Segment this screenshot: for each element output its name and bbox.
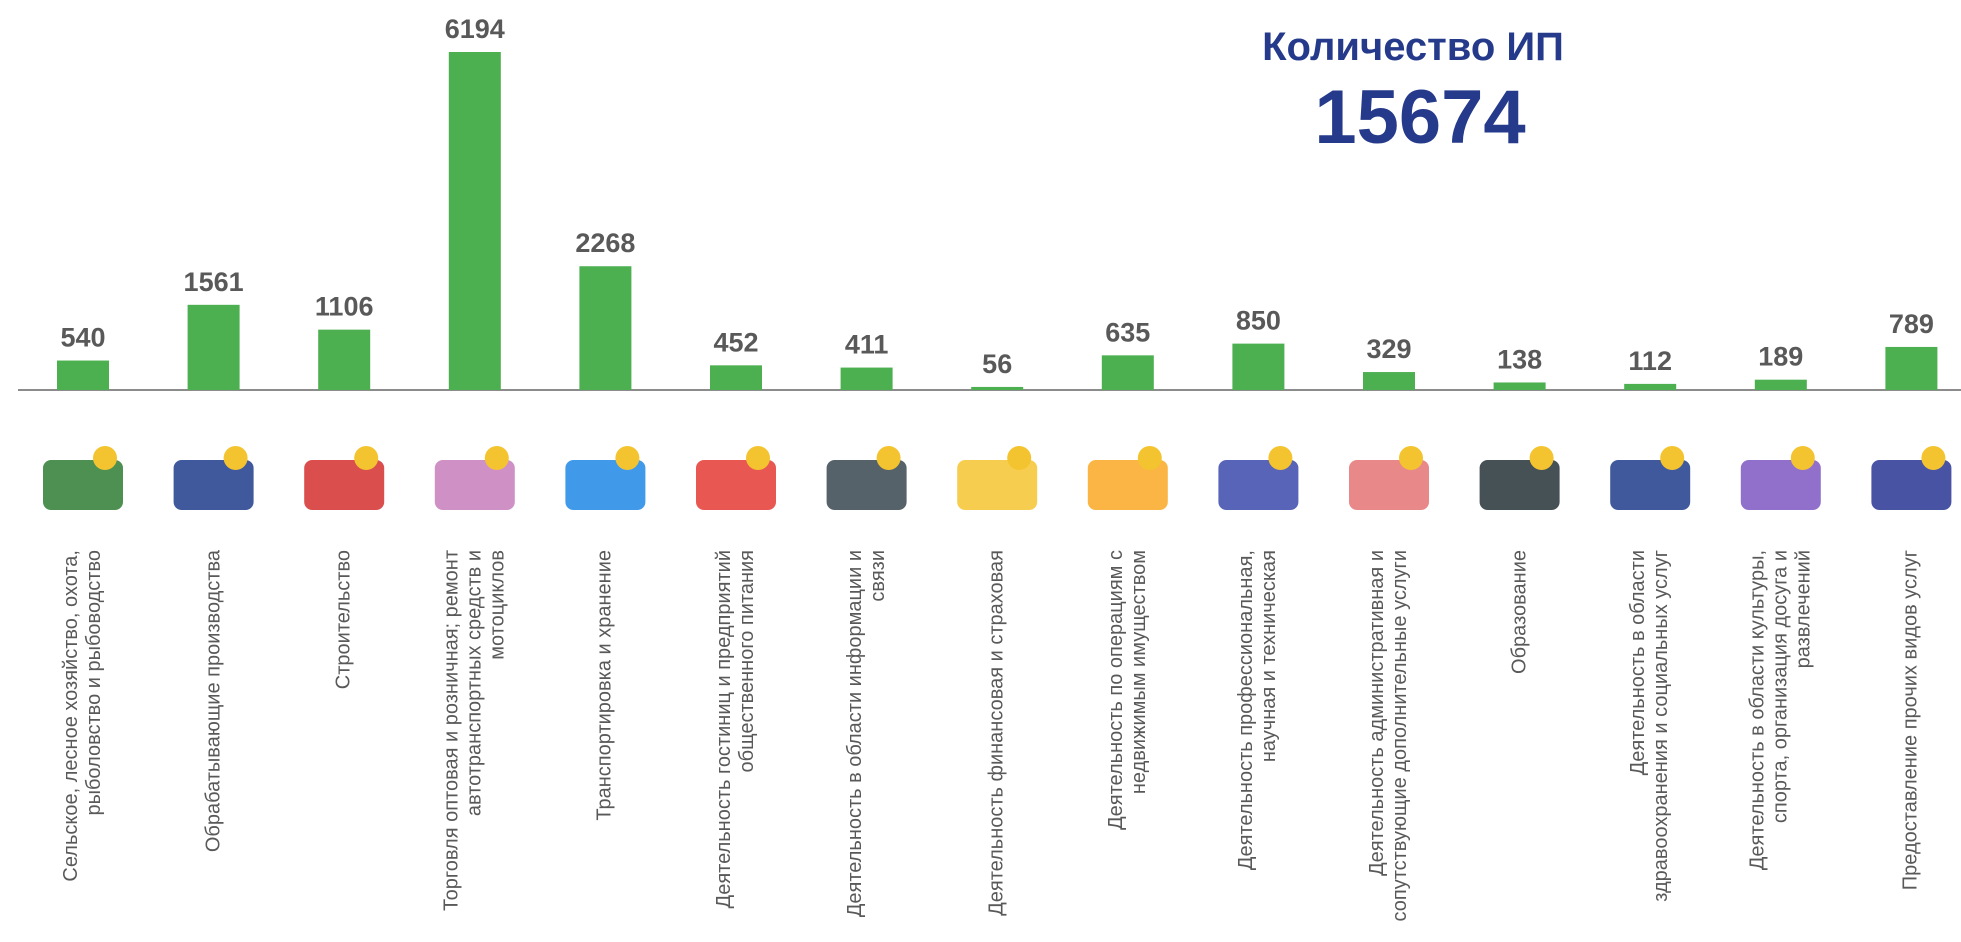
bar (579, 266, 632, 390)
category-label: Деятельность в области информации и связ… (843, 550, 889, 918)
icon (696, 460, 776, 510)
icon-detail (1921, 446, 1946, 470)
icon (173, 460, 254, 510)
bar (1363, 372, 1415, 390)
bar (318, 329, 371, 390)
bar (1232, 343, 1285, 390)
category-label: Сельское, лесное хозяйство, охота, рыбол… (60, 550, 105, 882)
bar (710, 365, 762, 390)
icon-detail (484, 446, 509, 470)
bar (1101, 355, 1154, 390)
icon (43, 460, 123, 510)
value-label: 2268 (575, 228, 635, 258)
value-label: 56 (982, 349, 1012, 379)
bar (840, 367, 893, 390)
icon (1740, 460, 1821, 510)
icon-detail (223, 446, 248, 470)
value-label: 138 (1497, 344, 1542, 374)
icon-detail (1007, 446, 1032, 470)
category-label: Деятельность административная и сопутств… (1366, 550, 1411, 922)
icon (304, 460, 385, 510)
icon (957, 460, 1038, 510)
value-label: 452 (713, 327, 758, 357)
value-label: 540 (60, 323, 105, 353)
category-label: Деятельность в области здравоохранения и… (1627, 550, 1673, 902)
value-label: 1106 (315, 292, 374, 322)
category-label: Транспортировка и хранение (593, 550, 616, 821)
icon (565, 460, 646, 510)
category-label: Строительство (332, 550, 355, 690)
value-label: 635 (1105, 317, 1150, 347)
value-label: 789 (1889, 309, 1934, 339)
bar (187, 304, 240, 390)
category-label: Деятельность гостиниц и предприятий обще… (713, 550, 758, 909)
icon (1349, 460, 1429, 510)
category-label: Деятельность финансовая и страховая (985, 550, 1008, 916)
category-label: Образование (1508, 550, 1531, 674)
icon-detail (354, 446, 379, 470)
bar (448, 52, 501, 390)
icon-detail (1790, 446, 1815, 470)
value-label: 6194 (445, 14, 505, 44)
bar (1754, 379, 1807, 390)
icon-detail (1660, 446, 1685, 470)
icon (434, 460, 515, 510)
icon-detail (1268, 446, 1293, 470)
icon-detail (93, 446, 117, 470)
category-label: Деятельность в области культуры, спорта,… (1746, 550, 1815, 871)
icon (826, 460, 907, 510)
bar (1493, 382, 1546, 390)
bar (1624, 383, 1677, 390)
total-annotation: 15674 (1314, 75, 1525, 160)
icon-detail (615, 446, 640, 470)
icon (1479, 460, 1560, 510)
value-label: 850 (1236, 306, 1281, 336)
icon-detail (876, 446, 901, 470)
category-label: Обрабатывающие производства (202, 550, 225, 853)
category-label: Деятельность по операциям с недвижимым и… (1104, 550, 1150, 830)
icon-detail (1399, 446, 1423, 470)
icon (1218, 460, 1299, 510)
icon (1087, 460, 1168, 510)
category-label: Предоставление прочих видов услуг (1899, 550, 1922, 891)
icon-detail (746, 446, 770, 470)
category-label: Деятельность профессиональная, научная и… (1235, 550, 1281, 871)
chart-title: Количество ИП (1262, 25, 1564, 69)
value-label: 112 (1628, 346, 1672, 376)
value-label: 411 (845, 330, 889, 360)
category-label: Торговля оптовая и розничная; ремонт авт… (440, 550, 509, 912)
value-label: 1561 (184, 267, 244, 297)
icon (1871, 460, 1952, 510)
value-label: 329 (1366, 334, 1411, 364)
icon-detail (1137, 446, 1162, 470)
value-label: 189 (1758, 342, 1803, 372)
bar (1885, 346, 1938, 390)
bar (971, 386, 1024, 390)
icon (1610, 460, 1691, 510)
bar (57, 360, 109, 390)
icon-detail (1529, 446, 1554, 470)
